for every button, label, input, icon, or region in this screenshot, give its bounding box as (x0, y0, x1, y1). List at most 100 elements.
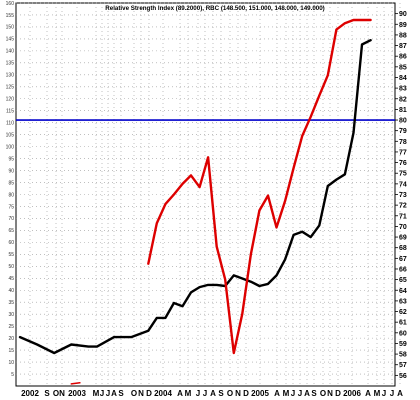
right-tick-label: 83 (399, 86, 407, 93)
x-tick-label: A (177, 389, 183, 398)
left-tick-label: 150 (6, 25, 15, 31)
left-tick-label: 125 (6, 85, 15, 91)
right-tick-label: 89 (399, 22, 407, 29)
x-tick-label: M (374, 389, 381, 398)
x-tick-label: A (274, 389, 280, 398)
left-tick-label: 90 (8, 168, 14, 174)
right-tick-label: 62 (399, 309, 407, 316)
x-tick-label: A (304, 389, 310, 398)
right-tick-label: 75 (399, 171, 407, 178)
left-tick-label: 155 (6, 13, 15, 19)
left-tick-label: 85 (8, 180, 14, 186)
x-tick-label: 2002 (21, 389, 39, 398)
x-tick-label: O (320, 389, 326, 398)
left-tick-label: 120 (6, 97, 15, 103)
left-tick-label: 80 (8, 192, 14, 198)
left-tick-label: 70 (8, 216, 14, 222)
right-tick-label: 56 (399, 373, 407, 380)
right-tick-label: 87 (399, 43, 407, 50)
x-axis: 2002 S O N 2003 M J J A S O N D 2004 A M J J A S O N D 2005 A M J J… (21, 389, 403, 398)
x-tick-label: J (291, 389, 295, 398)
right-tick-label: 76 (399, 160, 407, 167)
x-tick-label: A (397, 389, 403, 398)
right-tick-label: 90 (399, 11, 407, 18)
x-tick-label: J (298, 389, 302, 398)
x-tick-label: J (390, 389, 394, 398)
x-tick-label: M (185, 389, 192, 398)
right-tick-label: 57 (399, 362, 407, 369)
left-tick-label: 5 (11, 372, 14, 378)
left-tick-label: 135 (6, 61, 15, 67)
left-tick-label: 145 (6, 37, 15, 43)
right-tick-label: 81 (399, 107, 407, 114)
right-tick-label: 66 (399, 266, 407, 273)
right-tick-label: 67 (399, 256, 407, 263)
left-tick-label: 50 (8, 264, 14, 270)
right-tick-label: 73 (399, 192, 407, 199)
chart-title: Relative Strength Index (89.2000), RBC (… (105, 5, 324, 12)
right-tick-label: 60 (399, 330, 407, 337)
x-tick-label: A (365, 389, 371, 398)
x-tick-label: S (218, 389, 224, 398)
left-tick-label: 35 (8, 300, 14, 306)
left-tick-label: 140 (6, 49, 15, 55)
left-tick-label: 100 (6, 144, 15, 150)
x-tick-label: S (118, 389, 124, 398)
right-axis: 56 57 58 59 60 61 62 63 64 65 66 67 68 69 70 71 72 73 74 75… (395, 11, 407, 380)
right-tick-label: 61 (399, 320, 407, 327)
left-tick-label: 55 (8, 252, 14, 258)
right-tick-label: 79 (399, 128, 407, 135)
right-tick-label: 65 (399, 277, 407, 284)
left-tick-label: 60 (8, 240, 14, 246)
x-tick-label: S (311, 389, 317, 398)
series-group (18, 18, 372, 385)
right-tick-label: 71 (399, 213, 407, 220)
right-tick-label: 80 (399, 118, 407, 125)
x-tick-label: 2005 (251, 389, 269, 398)
left-tick-label: 25 (8, 324, 14, 330)
x-tick-label: 2004 (154, 389, 172, 398)
left-tick-label: 30 (8, 312, 14, 318)
right-tick-label: 77 (399, 149, 407, 156)
x-tick-label: J (196, 389, 200, 398)
left-tick-label: 40 (8, 288, 14, 294)
right-tick-label: 63 (399, 298, 407, 305)
left-tick-label: 15 (8, 348, 14, 354)
left-axis: 5 10 15 20 25 30 35 40 45 50 55 60 65 70 75 80 85 90 95 100… (6, 1, 15, 378)
left-tick-label: 75 (8, 204, 14, 210)
right-tick-label: 74 (399, 181, 407, 188)
right-tick-label: 58 (399, 352, 407, 359)
x-tick-label: J (106, 389, 110, 398)
left-tick-label: 10 (8, 360, 14, 366)
x-tick-label: 2006 (343, 389, 361, 398)
left-tick-label: 110 (6, 120, 14, 126)
left-tick-label: 130 (6, 73, 15, 79)
right-tick-label: 86 (399, 54, 407, 61)
x-tick-label: M (283, 389, 290, 398)
x-tick-label: D (243, 389, 249, 398)
right-tick-label: 84 (399, 75, 407, 82)
x-tick-label: O (131, 389, 137, 398)
right-tick-label: 64 (399, 288, 407, 295)
x-tick-label: S (44, 389, 50, 398)
x-tick-label: A (210, 389, 216, 398)
x-tick-label: O (53, 389, 59, 398)
x-tick-label: D (335, 389, 341, 398)
left-tick-label: 115 (6, 109, 14, 115)
right-tick-label: 68 (399, 245, 407, 252)
right-tick-label: 85 (399, 64, 407, 71)
left-tick-label: 65 (8, 228, 14, 234)
right-tick-label: 72 (399, 203, 407, 210)
left-tick-label: 20 (8, 336, 14, 342)
x-tick-label: 2003 (68, 389, 86, 398)
x-tick-label: O (227, 389, 233, 398)
x-tick-label: N (327, 389, 333, 398)
x-tick-label: N (138, 389, 144, 398)
x-tick-label: J (203, 389, 207, 398)
plot-area-frame (15, 2, 396, 387)
x-tick-label: D (146, 389, 152, 398)
x-tick-label: J (382, 389, 386, 398)
right-tick-label: 59 (399, 341, 407, 348)
